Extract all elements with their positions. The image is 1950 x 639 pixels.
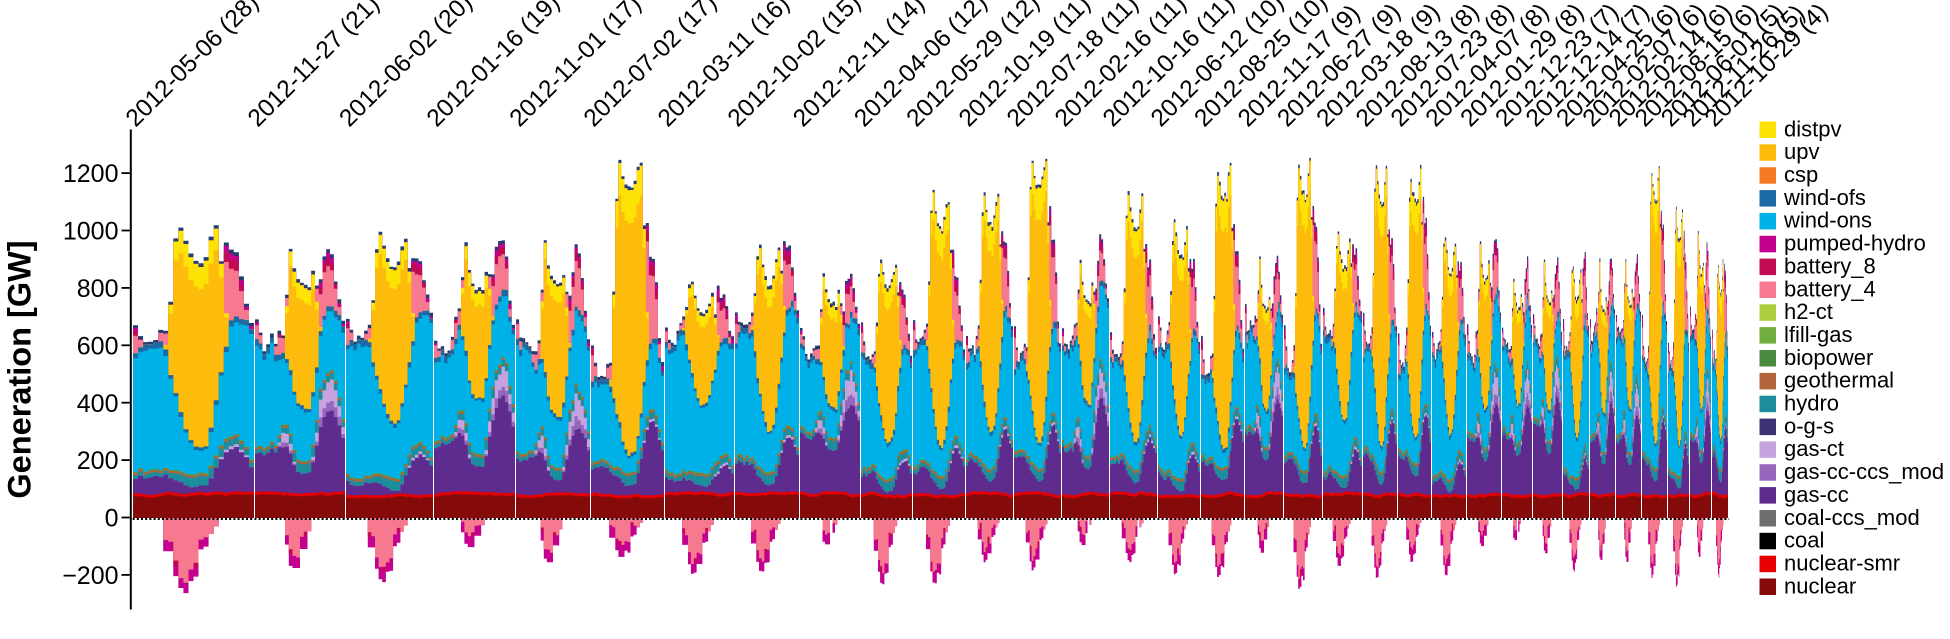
svg-text:800: 800 <box>77 275 119 303</box>
svg-text:distpv: distpv <box>1784 116 1841 141</box>
svg-text:o-g-s: o-g-s <box>1784 413 1834 438</box>
svg-text:nuclear-smr: nuclear-smr <box>1784 551 1900 576</box>
svg-text:wind-ofs: wind-ofs <box>1783 185 1866 210</box>
svg-text:geothermal: geothermal <box>1784 368 1894 393</box>
svg-text:nuclear: nuclear <box>1784 573 1856 598</box>
svg-text:gas-ct: gas-ct <box>1784 436 1844 461</box>
svg-text:csp: csp <box>1784 162 1818 187</box>
svg-text:pumped-hydro: pumped-hydro <box>1784 231 1926 256</box>
svg-text:200: 200 <box>77 447 119 475</box>
svg-text:coal-ccs_mod: coal-ccs_mod <box>1784 505 1920 530</box>
svg-text:lfill-gas: lfill-gas <box>1784 322 1852 347</box>
svg-text:battery_4: battery_4 <box>1784 276 1876 301</box>
svg-text:0: 0 <box>105 505 119 533</box>
svg-text:Generation [GW]: Generation [GW] <box>2 240 38 498</box>
svg-text:hydro: hydro <box>1784 391 1839 416</box>
svg-text:1000: 1000 <box>63 218 119 246</box>
svg-text:wind-ons: wind-ons <box>1783 208 1872 233</box>
svg-text:biopower: biopower <box>1784 345 1873 370</box>
svg-text:gas-cc-ccs_mod: gas-cc-ccs_mod <box>1784 459 1944 484</box>
svg-text:400: 400 <box>77 390 119 418</box>
svg-text:gas-cc: gas-cc <box>1784 482 1849 507</box>
svg-text:upv: upv <box>1784 139 1819 164</box>
svg-text:600: 600 <box>77 332 119 360</box>
svg-text:battery_8: battery_8 <box>1784 253 1876 278</box>
svg-text:h2-ct: h2-ct <box>1784 299 1833 324</box>
svg-text:1200: 1200 <box>63 160 119 188</box>
svg-text:−200: −200 <box>62 562 118 590</box>
svg-text:coal: coal <box>1784 528 1824 553</box>
